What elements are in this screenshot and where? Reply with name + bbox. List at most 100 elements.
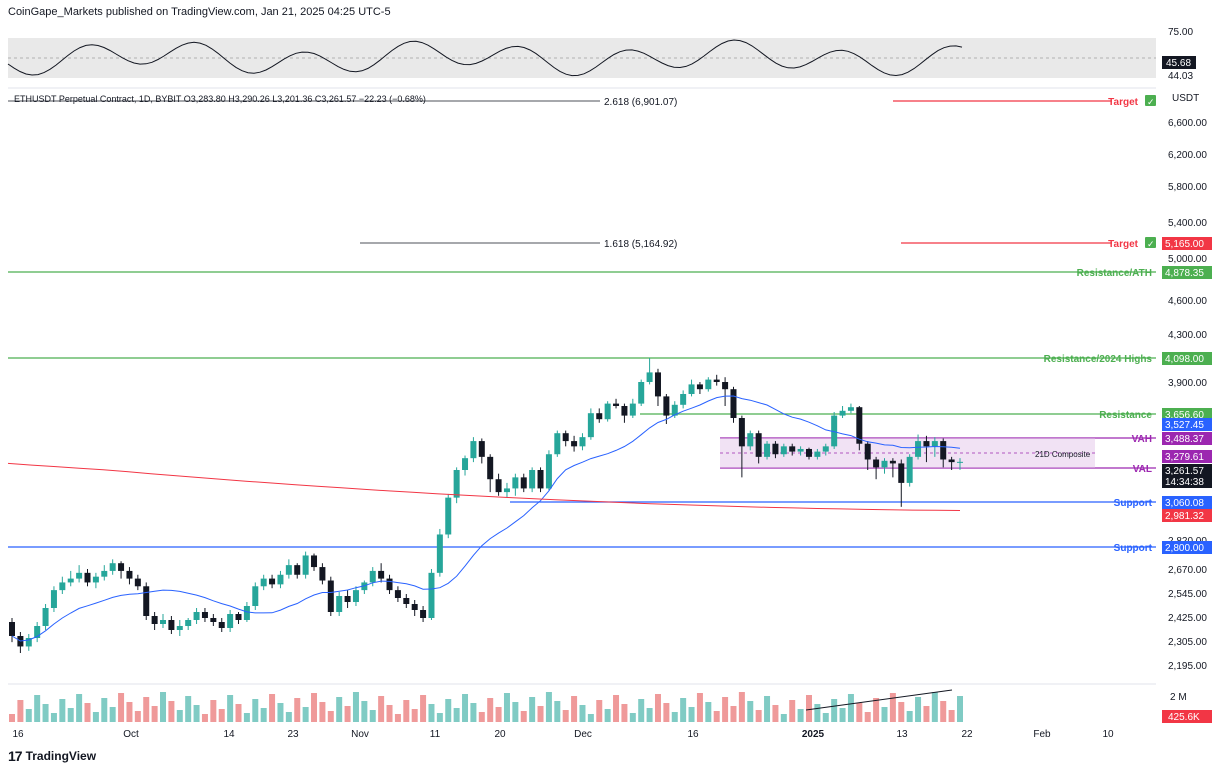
price-badge bbox=[1162, 509, 1212, 522]
volume-bar bbox=[906, 711, 913, 722]
candle-body bbox=[747, 433, 754, 447]
candle-body bbox=[512, 477, 519, 489]
y-tick-label: 2,425.00 bbox=[1168, 613, 1207, 624]
volume-bar bbox=[688, 707, 695, 722]
candle-body bbox=[126, 570, 133, 579]
y-tick-label: 2,545.00 bbox=[1168, 589, 1207, 600]
level-label: VAH bbox=[1132, 434, 1152, 445]
candle-body bbox=[923, 441, 930, 447]
level-label: Resistance/ATH bbox=[1077, 268, 1152, 279]
volume-bar bbox=[545, 692, 552, 722]
candle-body bbox=[235, 614, 242, 620]
price-badge bbox=[1162, 418, 1212, 431]
volume-bar bbox=[822, 713, 829, 722]
y-tick-label: 2,670.00 bbox=[1168, 565, 1207, 576]
volume-bar bbox=[764, 696, 771, 722]
candle-body bbox=[520, 477, 527, 489]
volume-bar bbox=[554, 701, 561, 722]
price-badge-value: 3,261.57 bbox=[1165, 466, 1204, 477]
tradingview-brand: 17 TradingView bbox=[8, 748, 96, 764]
volume-bar bbox=[386, 705, 393, 722]
y-tick-label: 4,600.00 bbox=[1168, 296, 1207, 307]
candle-body bbox=[780, 446, 787, 455]
volume-tick: 2 M bbox=[1170, 692, 1187, 703]
level-badge bbox=[1162, 237, 1212, 250]
candle-body bbox=[201, 612, 208, 618]
candle-body bbox=[722, 382, 729, 390]
volume-bar bbox=[487, 698, 494, 722]
level-badge-value: 5,165.00 bbox=[1165, 239, 1204, 250]
volume-bar bbox=[59, 699, 66, 722]
candle-body bbox=[344, 596, 351, 602]
candle-body bbox=[822, 446, 829, 452]
volume-bar bbox=[797, 709, 804, 722]
volume-bar bbox=[9, 714, 15, 722]
candle-body bbox=[118, 563, 125, 571]
price-badge bbox=[1162, 450, 1212, 463]
volume-bar bbox=[940, 701, 947, 722]
candle-body bbox=[873, 459, 880, 468]
candle-body bbox=[579, 437, 586, 447]
volume-bar bbox=[227, 695, 234, 722]
candle-body bbox=[604, 403, 611, 420]
candle-body bbox=[453, 470, 460, 498]
volume-bar bbox=[101, 698, 108, 722]
volume-bar bbox=[285, 712, 292, 722]
volume-bar bbox=[302, 707, 309, 722]
x-tick-label: 10 bbox=[1102, 729, 1114, 740]
volume-bar bbox=[839, 708, 846, 722]
volume-bar bbox=[403, 700, 410, 722]
volume-bar bbox=[571, 696, 578, 722]
candle-body bbox=[663, 396, 670, 416]
y-tick-label: 3,900.00 bbox=[1168, 378, 1207, 389]
candle-body bbox=[428, 572, 435, 618]
candle-body bbox=[470, 441, 477, 459]
volume-bar bbox=[428, 704, 435, 722]
rsi-tick-44: 44.03 bbox=[1168, 71, 1193, 82]
y-tick-label: 2,195.00 bbox=[1168, 661, 1207, 672]
candle-body bbox=[537, 470, 544, 489]
volume-bar bbox=[789, 700, 796, 722]
candle-body bbox=[478, 441, 485, 457]
volume-bar bbox=[696, 693, 703, 722]
level-badge bbox=[1162, 496, 1212, 509]
volume-bar bbox=[378, 696, 385, 722]
candle-body bbox=[294, 565, 301, 575]
volume-bar bbox=[520, 711, 527, 722]
volume-bar bbox=[344, 706, 351, 722]
tradingview-logo-icon: 17 bbox=[8, 748, 23, 764]
volume-bar bbox=[50, 713, 57, 722]
volume-bar bbox=[495, 707, 502, 722]
volume-bar bbox=[168, 701, 175, 722]
candle-body bbox=[134, 578, 141, 587]
volume-bar bbox=[269, 694, 276, 722]
volume-bar bbox=[722, 697, 729, 722]
volume-bar bbox=[235, 704, 242, 722]
volume-bar bbox=[730, 706, 737, 722]
candle-body bbox=[59, 582, 66, 591]
x-tick-label: 16 bbox=[12, 729, 24, 740]
candle-body bbox=[948, 459, 955, 463]
volume-bar bbox=[713, 711, 720, 722]
candle-body bbox=[352, 590, 359, 602]
volume-bar bbox=[453, 708, 460, 722]
level-label: Target bbox=[1108, 239, 1138, 250]
volume-bar bbox=[193, 705, 200, 722]
x-tick-label: Oct bbox=[123, 729, 139, 740]
x-tick-label: Dec bbox=[574, 729, 592, 740]
volume-bar bbox=[126, 702, 133, 722]
candle-body bbox=[545, 454, 552, 489]
candle-body bbox=[92, 576, 99, 583]
volume-bar bbox=[587, 714, 594, 722]
volume-bar bbox=[260, 708, 267, 722]
volume-bar bbox=[218, 709, 225, 722]
volume-bar bbox=[336, 697, 343, 722]
price-badge-value: 3,527.45 bbox=[1165, 420, 1204, 431]
volume-bar bbox=[873, 698, 880, 722]
candle-body bbox=[67, 578, 74, 583]
x-tick-label: Feb bbox=[1033, 729, 1051, 740]
volume-trend-arrow bbox=[805, 689, 953, 711]
volume-bar bbox=[92, 712, 99, 722]
volume-bar bbox=[185, 696, 192, 722]
